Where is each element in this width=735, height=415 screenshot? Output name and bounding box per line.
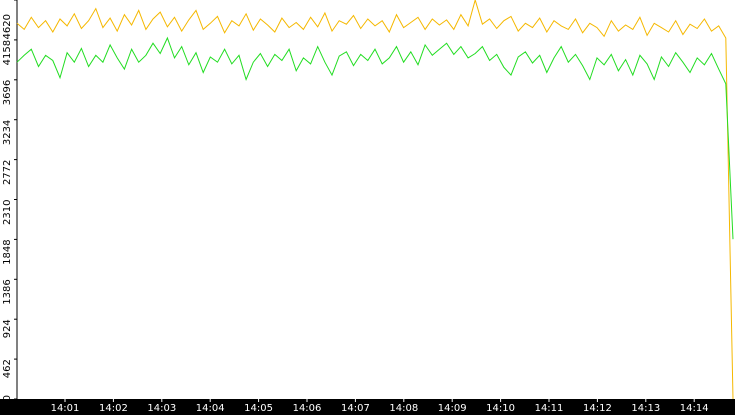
x-axis-band [0, 399, 735, 415]
x-tick-label: 14:06 [293, 403, 322, 414]
x-tick-label: 14:09 [438, 403, 467, 414]
y-tick-label: 462 [2, 359, 13, 378]
x-tick-label: 14:05 [244, 403, 273, 414]
x-tick-label: 14:14 [680, 403, 709, 414]
y-tick-label: 1386 [2, 279, 13, 304]
y-tick-label: 2310 [2, 200, 13, 225]
y-tick-label: 2772 [2, 160, 13, 185]
x-tick-label: 14:07 [341, 403, 370, 414]
x-tick-label: 14:01 [51, 403, 80, 414]
x-tick-label: 14:03 [147, 403, 176, 414]
y-tick-label: 0 [2, 395, 13, 401]
x-tick-label: 14:10 [486, 403, 515, 414]
y-tick-label: 3234 [2, 120, 13, 145]
x-tick-label: 14:12 [583, 403, 612, 414]
y-tick-label: 3696 [2, 80, 13, 105]
x-tick-label: 14:11 [535, 403, 564, 414]
x-tick-label: 14:08 [389, 403, 418, 414]
series-line [16, 36, 734, 240]
y-tick-label: 924 [2, 319, 13, 338]
x-tick-label: 14:02 [99, 403, 128, 414]
y-tick-label: 4620 [2, 14, 13, 39]
x-tick-label: 14:13 [631, 403, 660, 414]
y-tick-label: 4158 [2, 40, 13, 65]
series-line [16, 0, 734, 400]
y-tick-label: 1848 [2, 239, 13, 264]
x-tick-label: 14:04 [196, 403, 225, 414]
